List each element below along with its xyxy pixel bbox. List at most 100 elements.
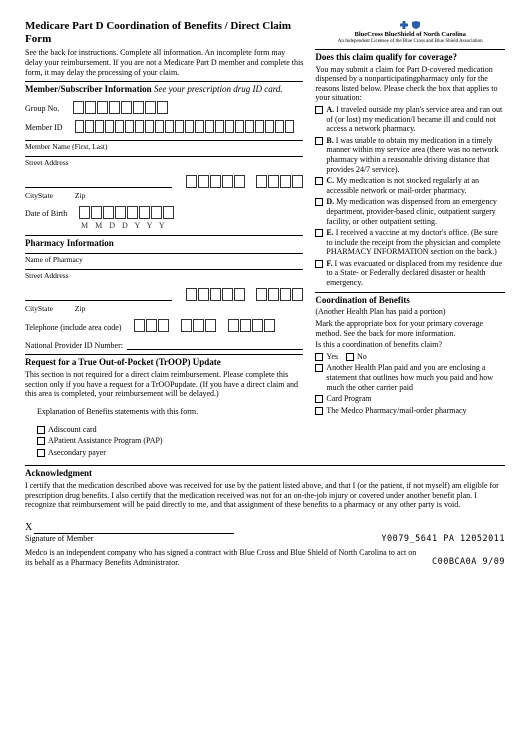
street-label-2: Street Address bbox=[25, 271, 303, 280]
citystate-line-2[interactable] bbox=[25, 300, 172, 301]
checkbox-icon[interactable] bbox=[346, 353, 354, 361]
city-zip-row-2 bbox=[25, 288, 303, 301]
sig-x: X bbox=[25, 522, 32, 534]
logo-block: BlueCross BlueShield of North Carolina A… bbox=[315, 20, 505, 45]
checkbox-icon[interactable] bbox=[315, 177, 323, 185]
citystate-line-1[interactable] bbox=[25, 187, 172, 188]
qualify-heading: Does this claim qualify for coverage? bbox=[315, 49, 505, 63]
cob-heading: Coordination of Benefits bbox=[315, 292, 505, 306]
main-columns: Medicare Part D Coordination of Benefits… bbox=[25, 20, 505, 459]
checkbox-icon[interactable] bbox=[315, 407, 323, 415]
pharmacy-heading: Pharmacy Information bbox=[25, 235, 303, 249]
qualify-opt[interactable]: C. My medication is not stocked regularl… bbox=[315, 176, 505, 195]
dob-row: Date of Birth bbox=[25, 206, 303, 219]
group-no-row: Group No. bbox=[25, 101, 303, 114]
checkbox-icon[interactable] bbox=[315, 137, 323, 145]
checkbox-icon[interactable] bbox=[315, 395, 323, 403]
zip-label-2: Zip bbox=[75, 304, 85, 313]
member-heading: Member/Subscriber Information See your p… bbox=[25, 81, 303, 95]
qualify-opt-text: E. I received a vaccine at my doctor's o… bbox=[326, 228, 505, 257]
checkbox-icon[interactable] bbox=[315, 198, 323, 206]
zip-boxes-2[interactable] bbox=[186, 288, 245, 301]
checkbox-icon[interactable] bbox=[315, 364, 323, 372]
phone-ex[interactable] bbox=[181, 319, 216, 332]
qualify-opt-text: A. I traveled outside my plan's service … bbox=[326, 105, 505, 134]
member-id-boxes[interactable] bbox=[75, 120, 294, 133]
citystate-label-1: CityState bbox=[25, 191, 53, 200]
logo-tag: An Independent Licensee of the Blue Cros… bbox=[315, 39, 505, 45]
cob-opt[interactable]: The Medco Pharmacy/mail-order pharmacy bbox=[315, 406, 505, 416]
checkbox-icon[interactable] bbox=[315, 353, 323, 361]
footer-code-2: C00BCA0A 9/09 bbox=[432, 557, 505, 567]
zip4-boxes-2[interactable] bbox=[256, 288, 303, 301]
phone-area[interactable] bbox=[134, 319, 169, 332]
troop-body: This section is not required for a direc… bbox=[25, 370, 303, 399]
npi-line[interactable] bbox=[127, 338, 303, 350]
cob-q: Is this a coordination of benefits claim… bbox=[315, 340, 505, 350]
cob-body: Mark the appropriate box for your primar… bbox=[315, 319, 505, 338]
cob-opt-label: Another Health Plan paid and you are enc… bbox=[326, 363, 505, 392]
troop-opt[interactable]: Adiscount card bbox=[37, 425, 303, 435]
qualify-opt[interactable]: F. I was evacuated or displaced from my … bbox=[315, 259, 505, 288]
qualify-intro: You may submit a claim for Part D-covere… bbox=[315, 65, 505, 103]
cob-yesno: Yes No bbox=[315, 352, 505, 362]
citystate-label-2: CityState bbox=[25, 304, 53, 313]
member-name-label: Member Name (First, Last) bbox=[25, 142, 303, 151]
logo-company: BlueCross BlueShield of North Carolina bbox=[315, 31, 505, 39]
form-page: Medicare Part D Coordination of Benefits… bbox=[0, 0, 530, 587]
group-no-boxes[interactable] bbox=[73, 101, 168, 114]
ack-heading: Acknowledgment bbox=[25, 465, 505, 479]
right-column: BlueCross BlueShield of North Carolina A… bbox=[315, 20, 505, 459]
cob-opt-label: The Medco Pharmacy/mail-order pharmacy bbox=[326, 406, 466, 416]
phone-num[interactable] bbox=[228, 319, 275, 332]
troop-opt[interactable]: APatient Assistance Program (PAP) bbox=[37, 436, 303, 446]
sig-label: Signature of Member bbox=[25, 534, 93, 544]
qualify-opt[interactable]: D. My medication was dispensed from an e… bbox=[315, 197, 505, 226]
troop-options: Adiscount card APatient Assistance Progr… bbox=[37, 425, 303, 458]
troop-opt-label: APatient Assistance Program (PAP) bbox=[48, 436, 163, 446]
footer-code-1: Y0079_5641 PA 12052011 bbox=[381, 534, 505, 544]
qualify-opt[interactable]: E. I received a vaccine at my doctor's o… bbox=[315, 228, 505, 257]
checkbox-icon[interactable] bbox=[37, 449, 45, 457]
left-column: Medicare Part D Coordination of Benefits… bbox=[25, 20, 303, 459]
checkbox-icon[interactable] bbox=[37, 437, 45, 445]
qualify-opt-text: F. I was evacuated or displaced from my … bbox=[326, 259, 505, 288]
checkbox-icon[interactable] bbox=[37, 426, 45, 434]
street-line-2[interactable] bbox=[25, 269, 303, 270]
zip4-boxes-1[interactable] bbox=[256, 175, 303, 188]
signature-row: X bbox=[25, 520, 505, 534]
cob-opt[interactable]: Another Health Plan paid and you are enc… bbox=[315, 363, 505, 392]
cob-opt[interactable]: Card Program bbox=[315, 394, 505, 404]
dob-label: Date of Birth bbox=[25, 209, 67, 219]
member-name-line[interactable] bbox=[25, 140, 303, 141]
pharmacy-name-line[interactable] bbox=[25, 253, 303, 254]
checkbox-icon[interactable] bbox=[315, 260, 323, 268]
troop-opt-label: Adiscount card bbox=[48, 425, 97, 435]
qualify-opt-text: B. I was unable to obtain my medication … bbox=[326, 136, 505, 174]
checkbox-icon[interactable] bbox=[315, 229, 323, 237]
street-label-1: Street Address bbox=[25, 158, 303, 167]
zip-label-1: Zip bbox=[75, 191, 85, 200]
checkbox-icon[interactable] bbox=[315, 106, 323, 114]
phone-label: Telephone (include area code) bbox=[25, 323, 122, 333]
pharmacy-name-label: Name of Pharmacy bbox=[25, 255, 303, 264]
street-line-1[interactable] bbox=[25, 156, 303, 157]
bluecross-icon bbox=[399, 20, 409, 30]
signature-line[interactable] bbox=[34, 520, 234, 534]
ack-body: I certify that the medication described … bbox=[25, 481, 505, 510]
ack-section: Acknowledgment I certify that the medica… bbox=[25, 465, 505, 544]
footer: Medco is an independent company who has … bbox=[25, 548, 505, 567]
zip-boxes-1[interactable] bbox=[186, 175, 245, 188]
troop-opt[interactable]: Asecondary payer bbox=[37, 448, 303, 458]
npi-row: National Provider ID Number: bbox=[25, 338, 303, 350]
qualify-opt[interactable]: B. I was unable to obtain my medication … bbox=[315, 136, 505, 174]
qualify-opt[interactable]: A. I traveled outside my plan's service … bbox=[315, 105, 505, 134]
blueshield-icon bbox=[411, 20, 421, 30]
phone-row: Telephone (include area code) bbox=[25, 319, 303, 332]
dob-boxes[interactable] bbox=[79, 206, 174, 219]
npi-label: National Provider ID Number: bbox=[25, 341, 123, 351]
member-heading-label: Member/Subscriber Information bbox=[25, 84, 152, 94]
cob-sub: (Another Health Plan has paid a portion) bbox=[315, 307, 505, 317]
dob-hint: M M D D Y Y Y bbox=[81, 221, 303, 231]
form-title: Medicare Part D Coordination of Benefits… bbox=[25, 20, 303, 46]
